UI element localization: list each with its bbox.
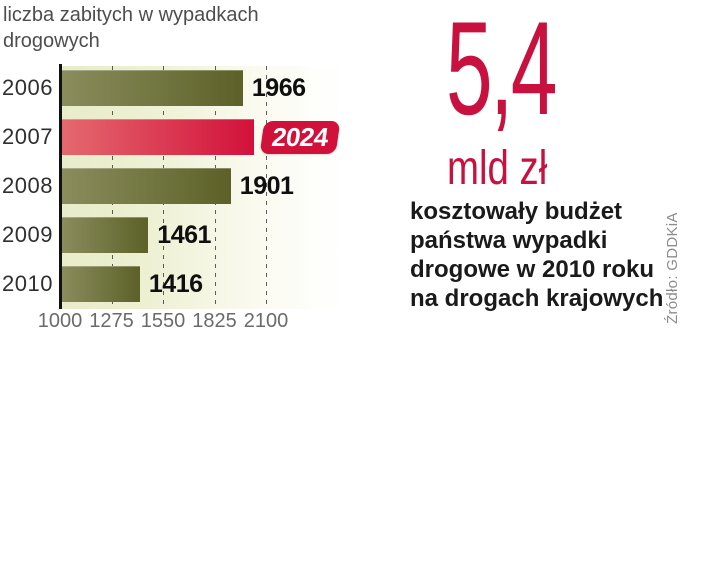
category-label-2008: 2008 [2, 173, 53, 198]
value-label-2008: 1901 [239, 172, 294, 200]
x-tick-1550: 1550 [140, 310, 186, 332]
bar-2010 [62, 266, 140, 302]
category-label-2009: 2009 [2, 222, 53, 247]
category-label-2006: 2006 [2, 75, 53, 100]
value-label-2009: 1461 [157, 221, 211, 249]
category-label-2010: 2010 [2, 271, 53, 296]
bar-2006 [62, 70, 243, 106]
x-tick-1000: 1000 [37, 310, 83, 332]
value-badge-2007: 2024 [259, 121, 341, 154]
bar-2009 [62, 217, 149, 253]
category-label-2007: 2007 [2, 124, 53, 149]
description-text: kosztowały budżet państwa wypadki drogow… [410, 198, 664, 312]
x-tick-2100: 2100 [243, 310, 289, 332]
gridline-2100 [266, 66, 267, 309]
bar-2008 [62, 168, 231, 204]
x-tick-1275: 1275 [89, 310, 134, 332]
value-label-2010: 1416 [148, 270, 203, 298]
value-badge-text: 2024 [269, 122, 330, 152]
big-number-unit: mld zł [447, 142, 548, 195]
big-number: 5,4 [446, 0, 557, 143]
bar-2007-highlighted [62, 119, 254, 155]
value-label-2006: 1966 [251, 74, 306, 102]
y-axis-line [59, 64, 62, 309]
source-credit: Źródło: GDDKiA [664, 212, 681, 324]
chart-title: liczba zabitych w wypadkach drogowych [3, 4, 259, 52]
x-tick-1825: 1825 [192, 310, 237, 332]
